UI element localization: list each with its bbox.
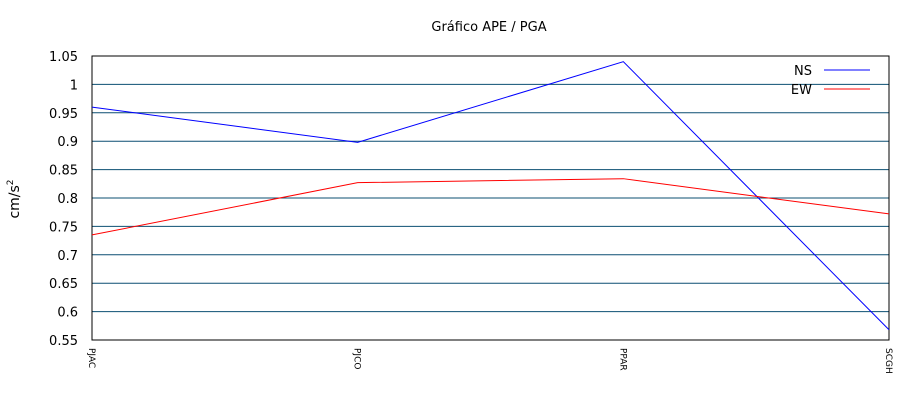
y-axis-ticks: 0.55 0.6 0.65 0.7 0.75 0.8 0.85 0.9 0.95 1 1.05 bbox=[49, 50, 78, 349]
grid-lines bbox=[92, 83, 889, 313]
y-tick-label: 1 bbox=[70, 78, 78, 93]
x-tick-label: PPAR bbox=[617, 348, 627, 371]
x-tick-label: PJCO bbox=[352, 348, 362, 369]
y-tick-label: 0.7 bbox=[57, 249, 78, 264]
y-tick-label: 0.9 bbox=[57, 135, 78, 150]
y-tick-label: 0.75 bbox=[49, 220, 78, 235]
y-axis-label: cm/s2 bbox=[6, 179, 23, 218]
legend-label-ew: EW bbox=[791, 83, 812, 98]
plot-frame bbox=[91, 55, 890, 341]
series-lines bbox=[91, 61, 890, 331]
y-tick-label: 1.05 bbox=[49, 50, 78, 65]
chart-title: Gráfico APE / PGA bbox=[431, 20, 546, 35]
y-tick-label: 0.85 bbox=[49, 164, 78, 179]
x-tick-label: SCGH bbox=[883, 348, 893, 374]
legend-label-ns: NS bbox=[794, 64, 812, 79]
y-tick-label: 0.55 bbox=[49, 334, 78, 349]
y-tick-label: 0.65 bbox=[49, 277, 78, 292]
x-axis-ticks: PJAC PJCO PPAR SCGH bbox=[86, 348, 893, 374]
y-tick-label: 0.8 bbox=[57, 192, 78, 207]
y-axis-label-unit: cm/s bbox=[7, 185, 23, 218]
y-tick-label: 0.6 bbox=[57, 306, 78, 321]
x-tick-label: PJAC bbox=[86, 348, 96, 368]
series-line-ew bbox=[91, 178, 890, 236]
y-axis-label-superscript: 2 bbox=[6, 179, 16, 185]
y-tick-label: 0.95 bbox=[49, 107, 78, 122]
chart-legend: NS EW bbox=[791, 64, 870, 98]
series-line-ns bbox=[91, 61, 890, 331]
